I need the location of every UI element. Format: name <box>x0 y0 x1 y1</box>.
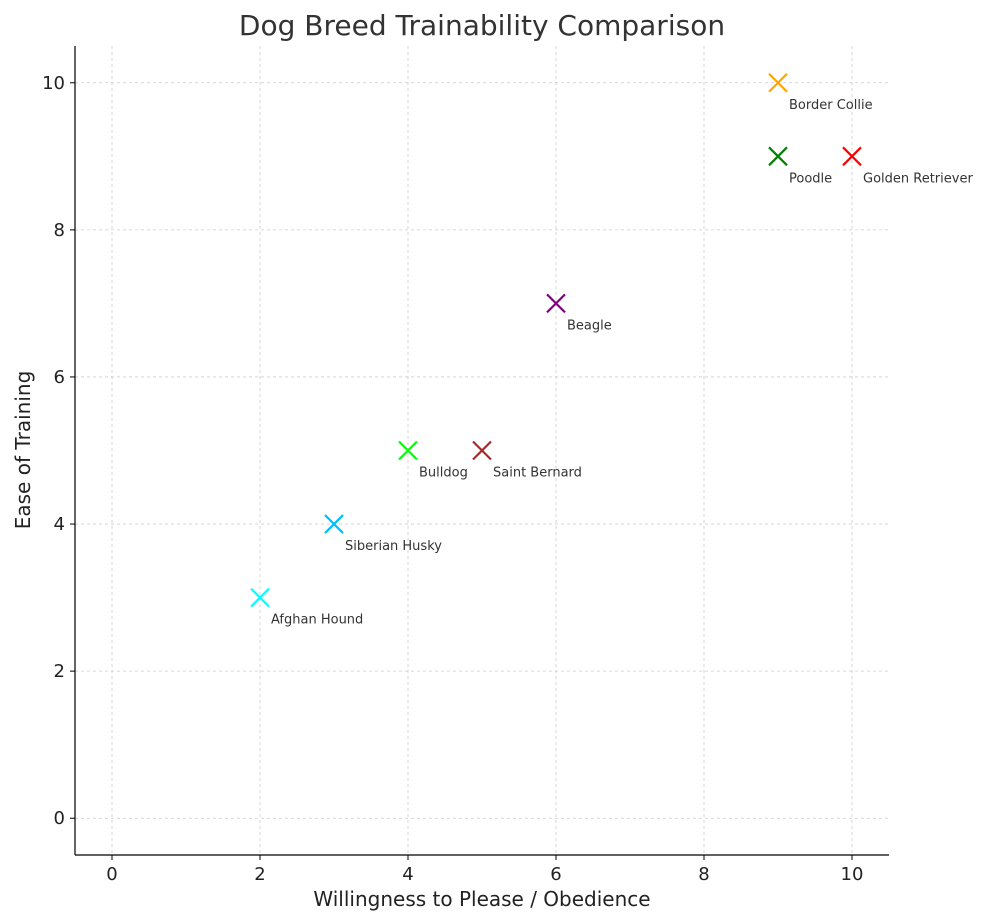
y-tick-label: 2 <box>54 661 65 682</box>
point-label: Golden Retriever <box>863 171 973 186</box>
point-marker <box>842 146 862 167</box>
y-axis-label: Ease of Training <box>11 371 35 530</box>
point-label: Bulldog <box>419 466 468 481</box>
grid <box>75 46 889 855</box>
data-point: Bulldog <box>398 440 468 481</box>
point-label: Border Collie <box>789 98 873 113</box>
data-point: Afghan Hound <box>250 587 363 628</box>
data-point: Beagle <box>546 293 612 333</box>
y-tick-label: 10 <box>42 73 65 94</box>
point-label: Saint Bernard <box>493 466 582 481</box>
point-marker <box>472 440 492 461</box>
y-tick-label: 6 <box>54 367 65 388</box>
x-tick-label: 2 <box>254 864 265 885</box>
point-label: Poodle <box>789 171 832 186</box>
y-tick-label: 0 <box>54 808 65 829</box>
y-tick-label: 8 <box>54 220 65 241</box>
point-label: Afghan Hound <box>271 613 363 628</box>
data-points: Golden Retriever Border Collie Poodle Beagl… <box>250 72 973 628</box>
point-marker <box>398 440 418 461</box>
point-marker <box>768 72 788 93</box>
data-point: Siberian Husky <box>324 514 442 554</box>
data-point: Saint Bernard <box>472 440 582 481</box>
x-tick-label: 8 <box>698 864 709 885</box>
point-label: Beagle <box>567 318 612 333</box>
x-axis-label: Willingness to Please / Obedience <box>313 887 650 911</box>
data-point: Poodle <box>768 146 832 186</box>
point-marker <box>250 587 270 608</box>
chart-title: Dog Breed Trainability Comparison <box>239 9 725 42</box>
point-marker <box>768 146 788 167</box>
y-axis-ticks: 0 2 4 6 8 10 <box>42 73 75 829</box>
data-point: Golden Retriever <box>842 146 973 186</box>
y-tick-label: 4 <box>54 514 65 535</box>
x-tick-label: 10 <box>841 864 864 885</box>
x-axis-ticks: 0 2 4 6 8 10 <box>106 855 863 885</box>
point-marker <box>324 514 344 534</box>
x-tick-label: 6 <box>550 864 561 885</box>
data-point: Border Collie <box>768 72 873 113</box>
x-tick-label: 4 <box>402 864 413 885</box>
x-tick-label: 0 <box>106 864 117 885</box>
point-label: Siberian Husky <box>345 539 442 554</box>
point-marker <box>546 293 566 314</box>
